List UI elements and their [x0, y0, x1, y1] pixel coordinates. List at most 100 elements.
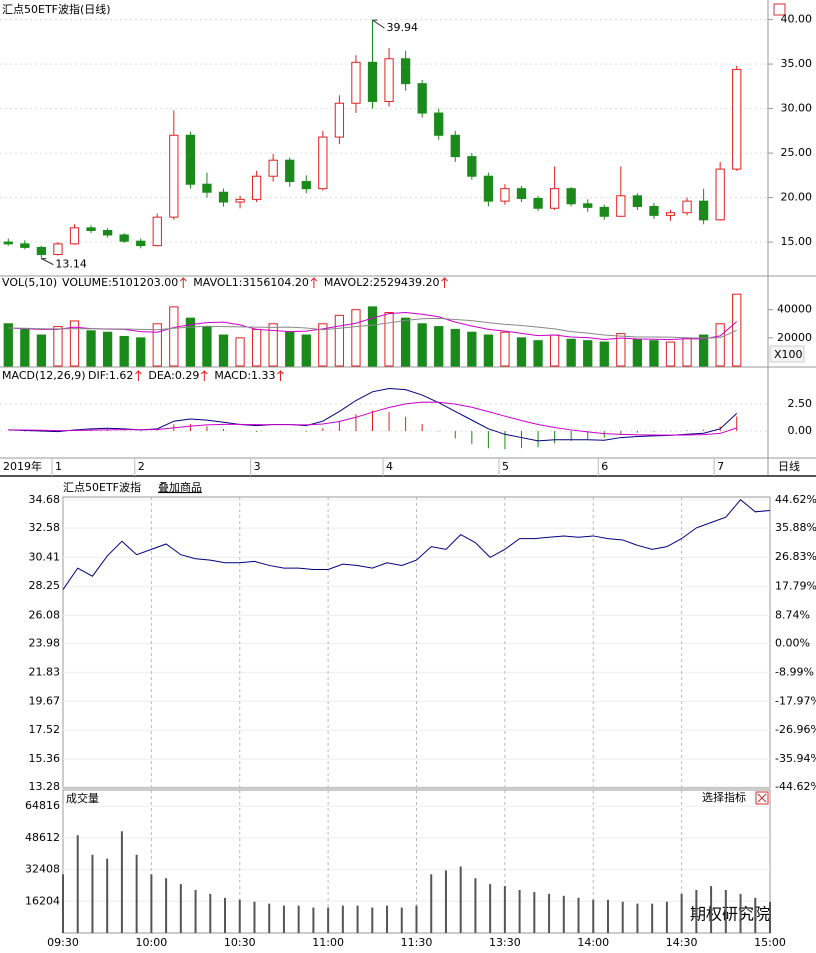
volume-bar — [384, 312, 394, 367]
menu-icon[interactable] — [773, 3, 786, 16]
x-tick-label: 09:30 — [47, 936, 79, 949]
x-axis-label: 2019年 — [3, 459, 42, 473]
volume-bar — [444, 870, 447, 933]
candle-body — [450, 134, 460, 158]
y2-tick-label: 26.83% — [775, 550, 816, 563]
intraday-title: 汇点50ETF波指 — [63, 480, 141, 494]
volume-bar — [739, 893, 742, 933]
y2-tick-label: 35.88% — [775, 521, 816, 534]
volume-bar — [327, 907, 330, 933]
y-tick-label: 26.08 — [29, 608, 61, 621]
volume-bar — [312, 907, 315, 933]
volume-bar — [106, 858, 109, 933]
candle-body — [483, 175, 494, 202]
volume-bar — [136, 337, 146, 367]
y-tick-label: 40000 — [777, 303, 812, 316]
volume-bar — [562, 895, 565, 933]
volume-bar — [489, 884, 492, 933]
y-tick-label: 64816 — [25, 799, 60, 812]
overlay-button[interactable]: 叠加商品 — [158, 480, 202, 494]
volume-bar — [119, 335, 129, 367]
y-tick-label: 23.98 — [29, 637, 61, 650]
volume-bar — [185, 317, 196, 367]
volume-bar — [400, 317, 411, 367]
x-tick-label: 14:00 — [577, 936, 609, 949]
y2-tick-label: 0.00% — [775, 637, 810, 650]
x-tick-label: 11:30 — [401, 936, 433, 949]
volume-bar — [285, 331, 295, 367]
volume-bar — [165, 878, 168, 933]
volume-bar — [616, 333, 626, 367]
volume-bar — [53, 326, 63, 367]
x-tick-label: 11:00 — [312, 936, 344, 949]
volume-bar — [483, 334, 494, 367]
close-icon[interactable] — [755, 791, 769, 805]
y-tick-label: 30.00 — [781, 102, 813, 115]
indicator-button[interactable]: 选择指标 — [702, 790, 746, 804]
panel-title: VOL(5,10) — [2, 276, 57, 289]
candle-body — [417, 83, 427, 114]
volume-bar — [202, 326, 212, 367]
y2-tick-label: -8.99% — [775, 665, 814, 678]
watermark: 期权研究院 — [690, 905, 770, 924]
candle-body — [649, 205, 659, 216]
candle-body — [268, 159, 278, 177]
candle-body — [566, 188, 576, 205]
volume-bar — [632, 338, 643, 367]
candle-body — [102, 230, 113, 236]
volume-bar — [682, 337, 692, 367]
y2-tick-label: -26.96% — [775, 723, 816, 736]
y-tick-label: 0.00 — [788, 424, 813, 437]
candle-body — [434, 112, 444, 136]
volume-bar — [450, 328, 460, 367]
candle-body — [384, 58, 394, 102]
candle-body — [119, 234, 129, 242]
x-tick-label: 10:00 — [136, 936, 168, 949]
candle-body — [715, 168, 725, 221]
candle-body — [152, 216, 162, 247]
y-tick-label: 16204 — [25, 894, 60, 907]
volume-bar — [356, 905, 359, 933]
volume-bar — [467, 331, 477, 367]
volume-bar — [36, 334, 47, 367]
up-arrow — [179, 277, 187, 288]
x-tick-label: 3 — [254, 460, 261, 473]
volume-bar — [268, 903, 271, 933]
volume-bar — [680, 893, 683, 933]
volume-bar — [415, 905, 418, 933]
volume-bar — [69, 320, 80, 367]
ma-line — [8, 317, 737, 339]
volume-bar — [268, 323, 278, 367]
volume-bar — [769, 901, 771, 933]
panel-title: MACD(12,26,9) — [2, 369, 86, 382]
candle-body — [251, 175, 262, 200]
x-tick-label: 4 — [386, 460, 393, 473]
candle-body — [318, 136, 328, 190]
volume-bar — [3, 323, 13, 367]
candle-body — [599, 206, 609, 217]
candle-body — [334, 102, 345, 138]
volume-bar — [651, 903, 654, 933]
chart-title: 汇点50ETF波指(日线) — [2, 2, 111, 16]
volume-bar — [102, 331, 113, 367]
up-arrow — [441, 277, 448, 288]
period-label: 日线 — [778, 459, 800, 473]
legend-label: MACD:1.33 — [214, 369, 275, 382]
y-tick-label: 28.25 — [29, 579, 61, 592]
volume-bar — [430, 874, 433, 933]
volume-bar — [417, 323, 427, 367]
volume-bar — [334, 314, 345, 367]
y2-tick-label: 44.62% — [775, 493, 816, 506]
volume-bar — [150, 874, 153, 933]
price-line — [62, 499, 771, 590]
candle-body — [235, 198, 245, 203]
macd-line — [8, 401, 737, 436]
y2-tick-label: 8.74% — [775, 608, 810, 621]
x-tick-label: 2 — [138, 460, 145, 473]
volume-bar — [194, 889, 197, 933]
up-arrow — [200, 370, 208, 381]
candle-body — [549, 188, 560, 209]
volume-bar — [516, 337, 527, 367]
candle-body — [301, 181, 311, 190]
y2-tick-label: 17.79% — [775, 579, 816, 592]
